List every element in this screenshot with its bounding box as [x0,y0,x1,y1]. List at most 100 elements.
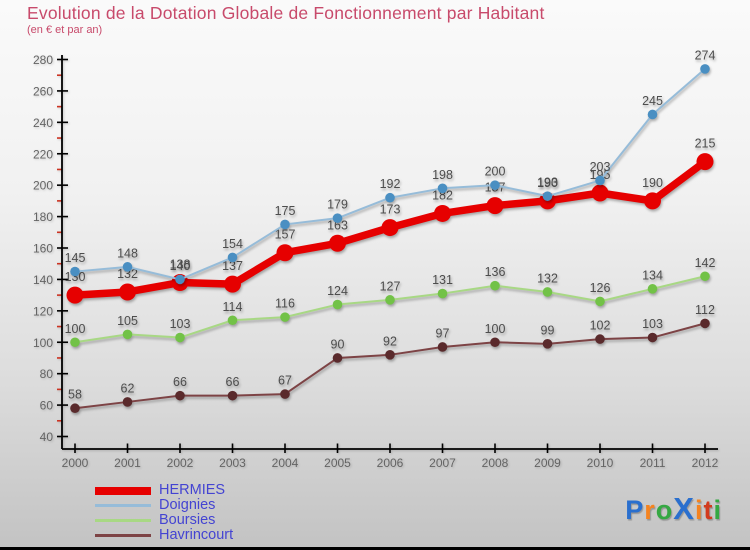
logo-letter: r [644,495,656,525]
data-point-label: 137 [222,259,243,273]
y-tick-label: 260 [33,84,53,98]
x-tick-label: 2001 [114,456,141,470]
logo-letter: X [673,491,695,526]
data-point-label: 130 [65,270,86,284]
data-point-label: 100 [65,322,86,336]
data-point [490,180,500,190]
data-point-label: 58 [68,388,82,402]
data-point-label: 132 [117,267,138,281]
data-point-label: 140 [170,259,191,273]
data-point [280,389,290,399]
data-point [486,197,504,215]
data-point-label: 198 [432,168,453,182]
data-point [700,64,710,74]
y-tick-label: 140 [33,273,53,287]
series-doignies: 145 148 140 154 175 179 192 198 200 193 203 245 274 [65,48,715,285]
data-point-label: 131 [432,273,453,287]
data-point-label: 116 [275,297,295,311]
data-point [542,287,553,297]
data-point-label: 190 [537,176,558,190]
data-point [70,337,80,348]
data-point [647,332,658,343]
data-point [381,219,399,237]
data-point [434,204,451,222]
data-point [280,312,290,322]
legend-item-hermies: HERMIES [95,483,233,498]
data-point [227,315,238,326]
y-tick-label: 120 [33,304,53,318]
data-point [332,213,343,223]
y-tick-label: 240 [33,116,53,130]
y-tick-label: 220 [33,147,53,161]
data-point-label: 175 [275,204,296,218]
data-point-label: 103 [642,317,663,331]
x-tick-label: 2006 [377,456,404,470]
data-point-label: 192 [380,177,401,191]
data-point-label: 92 [383,334,397,348]
y-tick-label: 180 [33,210,53,224]
data-point-label: 203 [590,160,611,174]
y-tick-label: 200 [33,179,53,193]
data-point-label: 126 [590,281,611,295]
x-tick-label: 2002 [167,456,194,470]
data-point-label: 67 [278,374,292,388]
x-tick-label: 2000 [62,456,89,470]
data-point [647,284,658,294]
data-point-label: 105 [117,314,138,328]
legend-item-havrincourt: Havrincourt [95,528,233,543]
logo-letter: i [713,495,722,525]
data-point [595,334,605,344]
data-point-label: 157 [275,228,296,242]
x-tick-label: 2010 [587,456,614,470]
data-point [644,192,661,210]
legend-swatch-havrincourt [95,534,151,537]
data-point [696,153,714,171]
y-tick-label: 60 [40,399,54,413]
data-point-label: 182 [432,188,453,202]
data-point-label: 145 [65,251,86,265]
data-point [119,283,136,301]
data-point [280,219,290,230]
legend-label: HERMIES [159,482,226,498]
x-tick-label: 2008 [482,456,509,470]
x-tick-label: 2004 [272,456,299,470]
legend-label: Doignies [159,497,216,513]
data-point [329,234,346,252]
data-point [490,280,500,291]
data-point-label: 99 [541,323,555,337]
y-tick-label: 80 [40,367,54,381]
x-tick-label: 2003 [219,456,246,470]
data-point [591,184,609,202]
data-point [122,397,133,407]
data-point-label: 100 [485,322,506,336]
data-point [66,286,84,304]
data-point [490,337,500,348]
legend-label: Boursies [159,512,216,528]
data-point [542,339,553,349]
chart-svg: 40 60 80 100 120 140 160 180 200 220 240 260 280 2000… [33,48,719,470]
data-point [175,390,185,401]
chart-title: Evolution de la Dotation Globale de Fonc… [27,3,545,23]
data-point [700,271,710,282]
data-point [70,266,80,277]
data-point-label: 173 [380,203,401,217]
legend-label: Havrincourt [159,527,234,543]
series-line [74,67,706,281]
data-point-label: 163 [327,218,348,232]
data-point [332,353,343,363]
legend-swatch-doignies [95,504,151,507]
data-point [332,299,343,310]
data-point [595,296,605,307]
y-tick-label: 40 [40,430,54,444]
data-point [227,390,238,401]
data-point [122,262,133,272]
data-point [542,191,553,201]
logo-letter: o [655,495,674,525]
legend-swatch-boursies [95,519,151,522]
y-tick-label: 280 [33,53,53,67]
chart-axes: 40 60 80 100 120 140 160 180 200 220 240 260 280 2000… [33,53,719,470]
data-point-label: 90 [331,337,345,351]
data-point-label: 142 [695,256,716,270]
data-point-label: 112 [695,303,715,317]
